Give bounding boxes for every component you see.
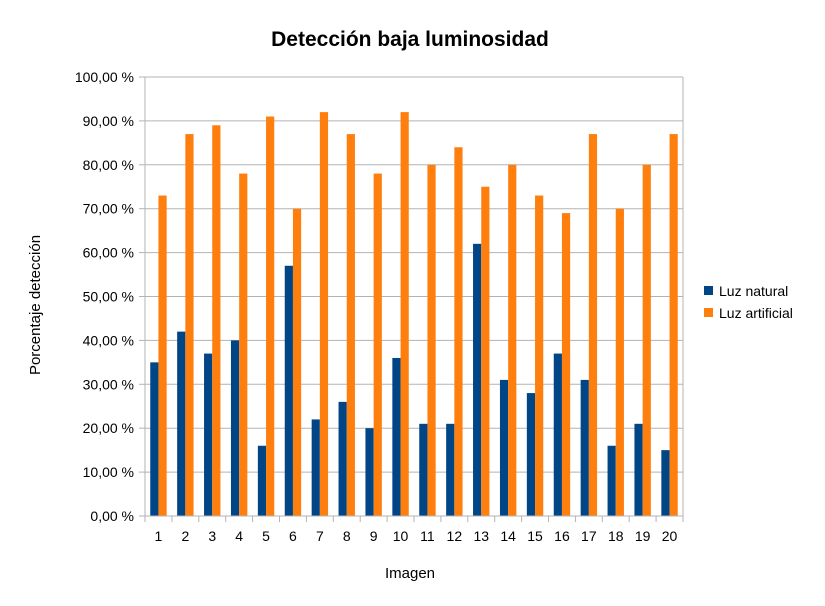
bar-artificial — [588, 134, 598, 516]
bar-artificial — [615, 208, 624, 516]
legend: Luz natural Luz artificial — [704, 283, 793, 321]
bar-artificial — [454, 147, 463, 517]
axes — [144, 77, 684, 517]
bar-natural — [177, 331, 186, 516]
bar-natural — [553, 353, 562, 516]
x-tick-label: 8 — [343, 528, 351, 544]
x-tick-label: 16 — [554, 528, 570, 544]
bar-natural — [392, 357, 401, 516]
bar-natural — [661, 450, 670, 516]
x-tick-label: 4 — [235, 528, 243, 544]
y-tick-label: 10,00 % — [83, 464, 134, 480]
bar-artificial — [266, 116, 275, 516]
bar-natural — [257, 445, 267, 516]
bar-artificial — [319, 112, 329, 517]
x-tick-label: 5 — [262, 528, 270, 544]
x-tick-label: 3 — [208, 528, 216, 544]
y-tick-label: 70,00 % — [83, 201, 134, 217]
bar-natural — [150, 362, 159, 516]
bar-artificial — [239, 173, 248, 516]
bar-natural — [311, 419, 320, 516]
bar-natural — [526, 393, 536, 516]
x-tick-label: 15 — [527, 528, 543, 544]
bar-artificial — [427, 164, 436, 517]
x-tick-label: 2 — [181, 528, 189, 544]
bar-artificial — [669, 134, 678, 516]
bars — [150, 112, 678, 517]
x-tick-label: 13 — [473, 528, 489, 544]
bar-artificial — [508, 164, 517, 517]
x-tick-label: 10 — [393, 528, 409, 544]
bar-artificial — [642, 164, 651, 517]
bar-natural — [499, 379, 509, 516]
legend-label: Luz artificial — [719, 305, 793, 321]
bar-natural — [473, 243, 482, 516]
legend-label: Luz natural — [719, 283, 788, 299]
y-tick-label: 40,00 % — [83, 332, 134, 348]
bar-artificial — [400, 112, 409, 517]
y-tick-label: 20,00 % — [83, 420, 134, 436]
gridlines — [139, 76, 684, 522]
x-tick-label: 11 — [420, 528, 435, 544]
bar-natural — [634, 423, 643, 516]
x-tick-label: 9 — [370, 528, 378, 544]
legend-swatch — [704, 308, 713, 317]
x-tick-label: 20 — [662, 528, 678, 544]
bar-natural — [338, 401, 347, 516]
legend-swatch — [704, 286, 713, 295]
bar-natural — [419, 423, 428, 516]
bar-artificial — [185, 134, 194, 516]
bar-natural — [580, 379, 589, 516]
bar-natural — [607, 445, 616, 516]
bar-natural — [365, 428, 374, 516]
bar-artificial — [346, 134, 355, 516]
x-tick-label: 19 — [635, 528, 651, 544]
x-tick-label: 6 — [289, 528, 297, 544]
y-tick-label: 50,00 % — [83, 289, 134, 305]
bar-natural — [204, 353, 213, 516]
x-tick-label: 18 — [608, 528, 624, 544]
y-tick-label: 60,00 % — [83, 245, 134, 261]
chart-title: Detección baja luminosidad — [271, 28, 549, 51]
bar-artificial — [212, 125, 221, 516]
x-tick-label: 12 — [447, 528, 463, 544]
y-axis-label: Porcentaje detección — [27, 235, 44, 375]
bar-natural — [230, 340, 240, 516]
x-tick-label: 7 — [316, 528, 324, 544]
y-tick-label: 30,00 % — [83, 376, 134, 392]
x-axis-label: Imagen — [385, 565, 435, 582]
bar-artificial — [481, 186, 490, 516]
bar-artificial — [292, 208, 302, 516]
bar-artificial — [535, 195, 544, 516]
y-tick-label: 80,00 % — [83, 157, 134, 173]
bar-artificial — [373, 173, 382, 516]
bar-artificial — [158, 195, 167, 516]
bar-artificial — [561, 213, 571, 516]
x-tick-labels: 1 2 3 4 5 6 7 8 9 10 11 12 13 14 15 16 17 18 19 20 — [155, 528, 678, 544]
y-tick-label: 0,00 % — [90, 508, 134, 524]
bar-natural — [446, 423, 455, 516]
y-tick-labels: 0,00 % 10,00 % 20,00 % 30,00 % 40,00 % 50,00 … — [75, 69, 134, 524]
y-tick-label: 90,00 % — [83, 113, 134, 129]
x-tick-label: 1 — [155, 528, 163, 544]
bar-natural — [284, 265, 293, 516]
y-tick-label: 100,00 % — [75, 69, 134, 85]
x-tick-label: 14 — [500, 528, 516, 544]
x-tick-label: 17 — [581, 528, 597, 544]
